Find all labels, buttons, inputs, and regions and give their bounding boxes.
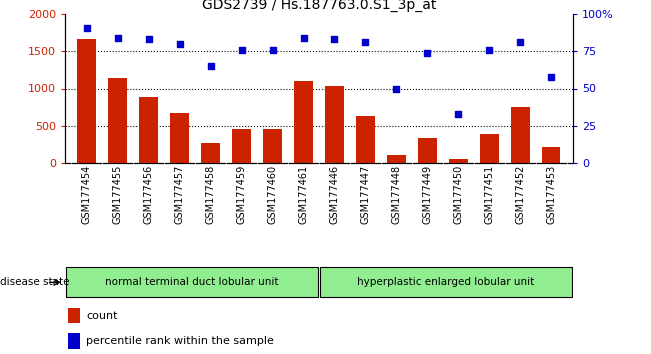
Point [298, 35, 309, 41]
Bar [232, 129, 251, 163]
Text: GSM177456: GSM177456 [144, 165, 154, 224]
Bar [68, 308, 80, 323]
Text: GSM177450: GSM177450 [453, 165, 464, 224]
Point [422, 50, 432, 56]
Point [360, 40, 370, 45]
Bar [542, 147, 561, 163]
Text: GSM177459: GSM177459 [236, 165, 247, 224]
Point [546, 74, 557, 79]
Bar [68, 333, 80, 349]
Text: count: count [87, 310, 118, 320]
Bar [511, 108, 529, 163]
Text: disease state: disease state [0, 277, 70, 287]
Point [515, 40, 525, 45]
Point [453, 111, 464, 116]
Point [81, 25, 92, 30]
FancyBboxPatch shape [320, 267, 572, 297]
Point [484, 47, 495, 53]
Text: GSM177452: GSM177452 [515, 165, 525, 224]
Text: GSM177460: GSM177460 [268, 165, 277, 224]
Text: GSM177461: GSM177461 [299, 165, 309, 224]
Bar [171, 113, 189, 163]
Point [143, 36, 154, 42]
Bar [480, 134, 499, 163]
Bar [77, 39, 96, 163]
Text: GSM177447: GSM177447 [361, 165, 370, 224]
Bar [449, 159, 467, 163]
Bar [387, 155, 406, 163]
Point [268, 47, 278, 53]
Text: GSM177457: GSM177457 [174, 165, 185, 224]
Text: GSM177449: GSM177449 [422, 165, 432, 224]
Bar [201, 143, 220, 163]
Text: GSM177458: GSM177458 [206, 165, 215, 224]
Text: normal terminal duct lobular unit: normal terminal duct lobular unit [105, 277, 279, 287]
FancyBboxPatch shape [66, 267, 318, 297]
Text: hyperplastic enlarged lobular unit: hyperplastic enlarged lobular unit [357, 277, 534, 287]
Bar [356, 116, 375, 163]
Bar [109, 78, 127, 163]
Point [329, 36, 340, 42]
Point [174, 41, 185, 47]
Title: GDS2739 / Hs.187763.0.S1_3p_at: GDS2739 / Hs.187763.0.S1_3p_at [202, 0, 436, 12]
Bar [263, 129, 282, 163]
Text: GSM177446: GSM177446 [329, 165, 339, 224]
Bar [326, 86, 344, 163]
Text: GSM177448: GSM177448 [391, 165, 402, 224]
Text: GSM177455: GSM177455 [113, 165, 123, 224]
Text: GSM177454: GSM177454 [82, 165, 92, 224]
Text: percentile rank within the sample: percentile rank within the sample [87, 336, 274, 346]
Point [206, 63, 216, 69]
Bar [418, 138, 437, 163]
Point [236, 47, 247, 53]
Point [391, 86, 402, 91]
Bar [139, 97, 158, 163]
Text: GSM177453: GSM177453 [546, 165, 556, 224]
Point [113, 35, 123, 41]
Bar [294, 81, 312, 163]
Text: GSM177451: GSM177451 [484, 165, 494, 224]
